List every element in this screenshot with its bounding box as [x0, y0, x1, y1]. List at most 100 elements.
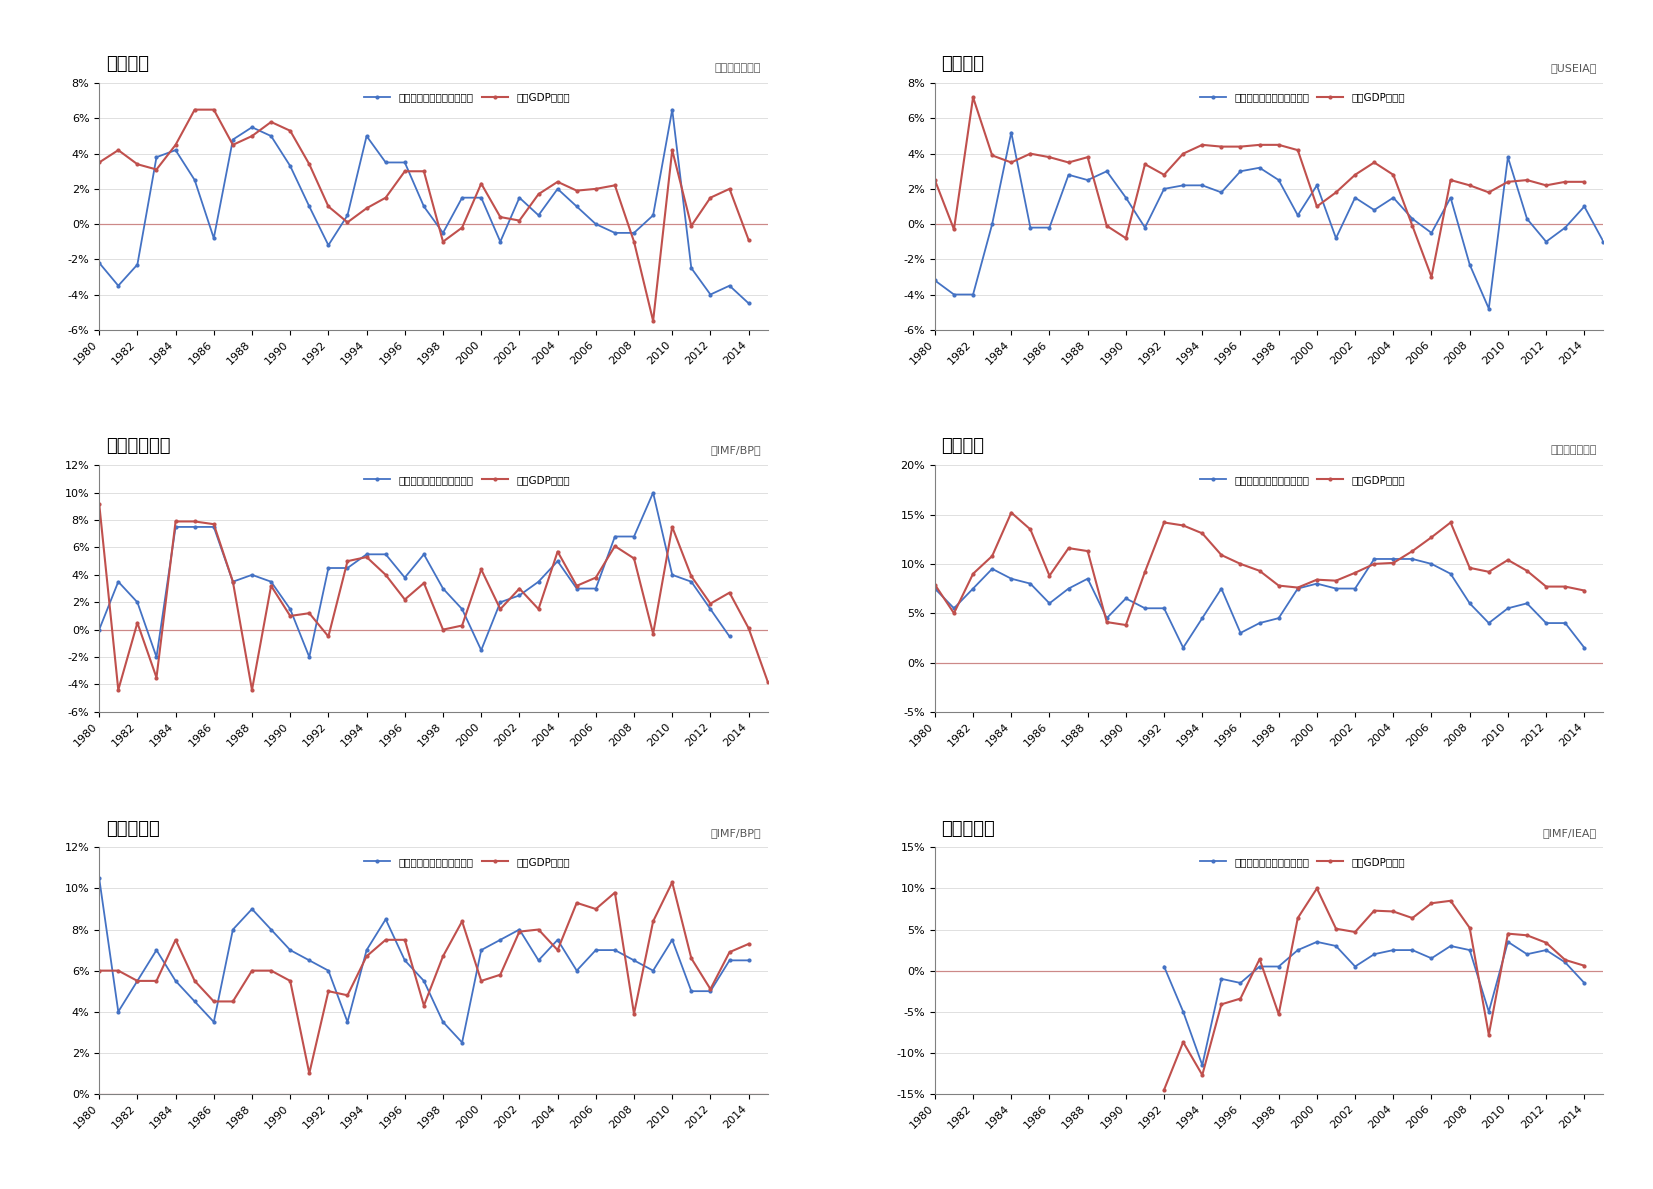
一次エネルギー消費成長率: [585, 943, 605, 957]
一次エネルギー消費成長率: [1574, 976, 1593, 990]
一次エネルギー消費成長率: [1078, 172, 1098, 187]
一次エネルギー消費成長率: [281, 602, 301, 616]
実質GDP成長率: [1574, 584, 1593, 598]
Text: （IMF/BP）: （IMF/BP）: [711, 446, 760, 455]
一次エネルギー消費成長率: [1346, 960, 1365, 974]
一次エネルギー消費成長率: [1593, 234, 1613, 249]
一次エネルギー消費成長率: [471, 643, 491, 658]
実質GDP成長率: [1098, 615, 1117, 629]
実質GDP成長率: [1364, 556, 1384, 571]
実質GDP成長率: [337, 215, 357, 229]
実質GDP成長率: [395, 932, 415, 946]
一次エネルギー消費成長率: [261, 574, 281, 589]
実質GDP成長率: [1422, 270, 1441, 284]
実質GDP成長率: [395, 592, 415, 606]
実質GDP成長率: [261, 963, 281, 977]
Line: 実質GDP成長率: 実質GDP成長率: [98, 502, 769, 691]
Line: 実質GDP成長率: 実質GDP成長率: [1162, 887, 1585, 1092]
実質GDP成長率: [681, 951, 701, 965]
一次エネルギー消費成長率: [643, 963, 663, 977]
一次エネルギー消費成長率: [605, 529, 625, 543]
Legend: 一次エネルギー消費成長率, 実質GDP成長率: 一次エネルギー消費成長率, 実質GDP成長率: [1195, 471, 1410, 489]
実質GDP成長率: [1192, 527, 1212, 541]
実質GDP成長率: [1058, 541, 1078, 555]
一次エネルギー消費成長率: [299, 200, 319, 214]
実質GDP成長率: [433, 234, 453, 249]
実質GDP成長率: [127, 974, 147, 988]
実質GDP成長率: [1308, 881, 1327, 895]
一次エネルギー消費成長率: [1422, 226, 1441, 240]
一次エネルギー消費成長率: [1270, 172, 1289, 187]
実質GDP成長率: [491, 602, 511, 616]
一次エネルギー消費成長率: [223, 574, 243, 589]
一次エネルギー消費成長率: [433, 1015, 453, 1030]
実質GDP成長率: [605, 178, 625, 193]
実質GDP成長率: [1250, 952, 1270, 967]
一次エネルギー消費成長率: [147, 150, 167, 164]
一次エネルギー消費成長率: [1364, 552, 1384, 566]
実質GDP成長率: [1326, 921, 1346, 936]
実質GDP成長率: [1384, 555, 1403, 570]
一次エネルギー消費成長率: [165, 143, 185, 157]
実質GDP成長率: [739, 621, 759, 635]
一次エネルギー消費成長率: [1174, 641, 1193, 655]
実質GDP成長率: [281, 124, 301, 138]
一次エネルギー消費成長率: [1555, 616, 1575, 630]
一次エネルギー消費成長率: [1002, 572, 1022, 586]
一次エネルギー消費成長率: [1192, 178, 1212, 193]
実質GDP成長率: [1326, 573, 1346, 587]
一次エネルギー消費成長率: [944, 602, 964, 616]
実質GDP成長率: [757, 674, 777, 688]
一次エネルギー消費成長率: [1536, 943, 1555, 957]
実質GDP成長率: [567, 183, 587, 197]
実質GDP成長率: [1555, 952, 1575, 967]
一次エネルギー消費成長率: [529, 208, 549, 222]
実質GDP成長率: [1078, 150, 1098, 164]
一次エネルギー消費成長率: [453, 190, 473, 205]
実質GDP成長率: [223, 138, 243, 152]
実質GDP成長率: [185, 515, 205, 529]
一次エネルギー消費成長率: [1116, 190, 1136, 205]
実質GDP成長率: [109, 143, 129, 157]
一次エネルギー消費成長率: [413, 974, 433, 988]
一次エネルギー消費成長率: [1441, 190, 1461, 205]
一次エネルギー消費成長率: [1479, 1005, 1499, 1019]
実質GDP成長率: [567, 895, 587, 910]
一次エネルギー消費成長率: [491, 932, 511, 946]
一次エネルギー消費成長率: [1441, 939, 1461, 954]
一次エネルギー消費成長率: [719, 278, 739, 292]
実質GDP成長率: [1308, 200, 1327, 214]
一次エネルギー消費成長率: [1326, 231, 1346, 245]
一次エネルギー消費成長率: [1230, 164, 1250, 178]
一次エネルギー消費成長率: [1154, 182, 1174, 196]
一次エネルギー消費成長率: [1536, 616, 1555, 630]
実質GDP成長率: [509, 214, 529, 228]
実質GDP成長率: [663, 875, 683, 889]
Legend: 一次エネルギー消費成長率, 実質GDP成長率: 一次エネルギー消費成長率, 実質GDP成長率: [360, 853, 574, 870]
一次エネルギー消費成長率: [1250, 960, 1270, 974]
一次エネルギー消費成長率: [1212, 185, 1231, 200]
一次エネルギー消費成長率: [1116, 591, 1136, 605]
一次エネルギー消費成長率: [165, 520, 185, 534]
一次エネルギー消費成長率: [567, 963, 587, 977]
実質GDP成長率: [547, 943, 567, 957]
実質GDP成長率: [1230, 992, 1250, 1006]
実質GDP成長率: [719, 945, 739, 960]
実質GDP成長率: [281, 974, 301, 988]
一次エネルギー消費成長率: [1384, 552, 1403, 566]
実質GDP成長率: [1479, 565, 1499, 579]
実質GDP成長率: [375, 190, 395, 205]
一次エネルギー消費成長率: [1384, 943, 1403, 957]
実質GDP成長率: [643, 314, 663, 328]
実質GDP成長率: [241, 128, 261, 143]
実質GDP成長率: [1384, 168, 1403, 182]
一次エネルギー消費成長率: [89, 623, 109, 637]
一次エネルギー消費成長率: [1002, 125, 1022, 139]
実質GDP成長率: [165, 932, 185, 946]
一次エネルギー消費成長率: [547, 554, 567, 568]
Legend: 一次エネルギー消費成長率, 実質GDP成長率: 一次エネルギー消費成長率, 実質GDP成長率: [1195, 88, 1410, 107]
実質GDP成長率: [185, 974, 205, 988]
実質GDP成長率: [529, 923, 549, 937]
実質GDP成長率: [491, 968, 511, 982]
Line: 実質GDP成長率: 実質GDP成長率: [98, 881, 750, 1075]
